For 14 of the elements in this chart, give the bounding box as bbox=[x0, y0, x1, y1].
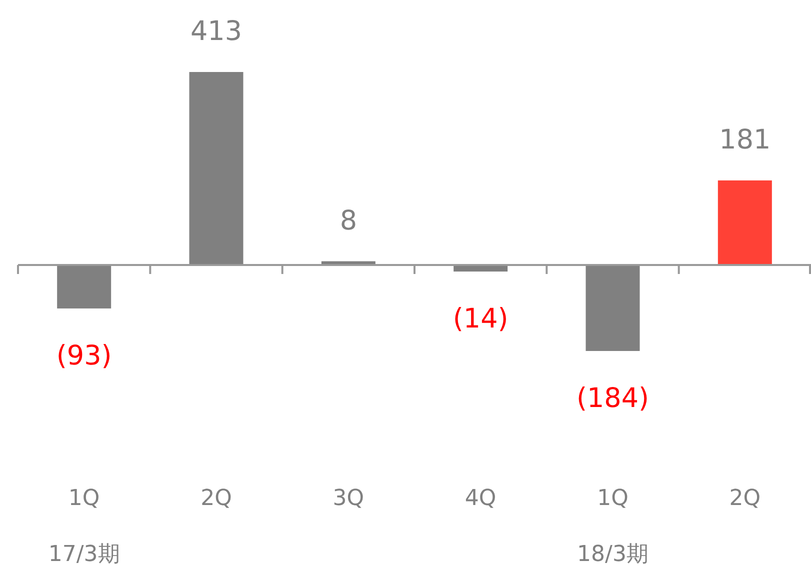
data-label: (184) bbox=[576, 382, 650, 414]
text: 18/3期 bbox=[577, 542, 648, 567]
x-tick-label: 4Q bbox=[464, 486, 496, 511]
data-label: (93) bbox=[56, 340, 112, 372]
data-label: 413 bbox=[190, 16, 242, 47]
x-tick-label: 2Q bbox=[200, 486, 232, 511]
x-tick-label: 2Q bbox=[729, 486, 761, 511]
text: 17/3期 bbox=[48, 542, 120, 567]
x-tick-label: 3Q bbox=[332, 486, 364, 511]
data-label: 8 bbox=[340, 205, 358, 236]
x-tick-label: 1Q bbox=[68, 486, 100, 511]
data-label: (14) bbox=[452, 304, 508, 335]
x-tick-label: 1Q bbox=[597, 486, 628, 511]
data-label: 181 bbox=[719, 124, 771, 156]
